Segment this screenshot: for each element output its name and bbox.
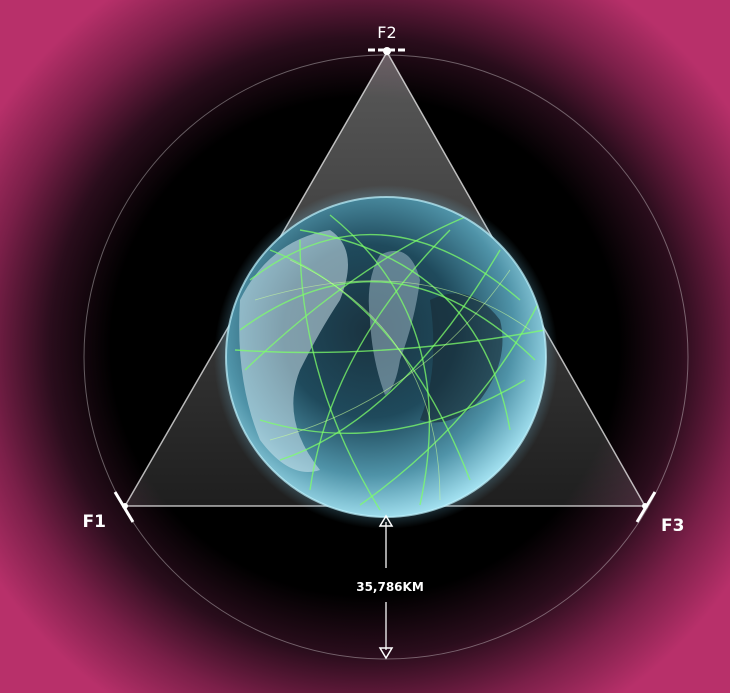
altitude-label: 35,786KM [356, 580, 424, 594]
earth-globe [225, 196, 547, 518]
label-f3: F3 [661, 516, 684, 536]
altitude-arrow [378, 514, 394, 660]
satellite-f2-marker [368, 47, 406, 55]
label-f2: F2 [377, 23, 396, 42]
label-f1: F1 [83, 512, 106, 532]
satellite-f1-marker [113, 491, 135, 523]
satellite-f3-marker [635, 491, 657, 523]
